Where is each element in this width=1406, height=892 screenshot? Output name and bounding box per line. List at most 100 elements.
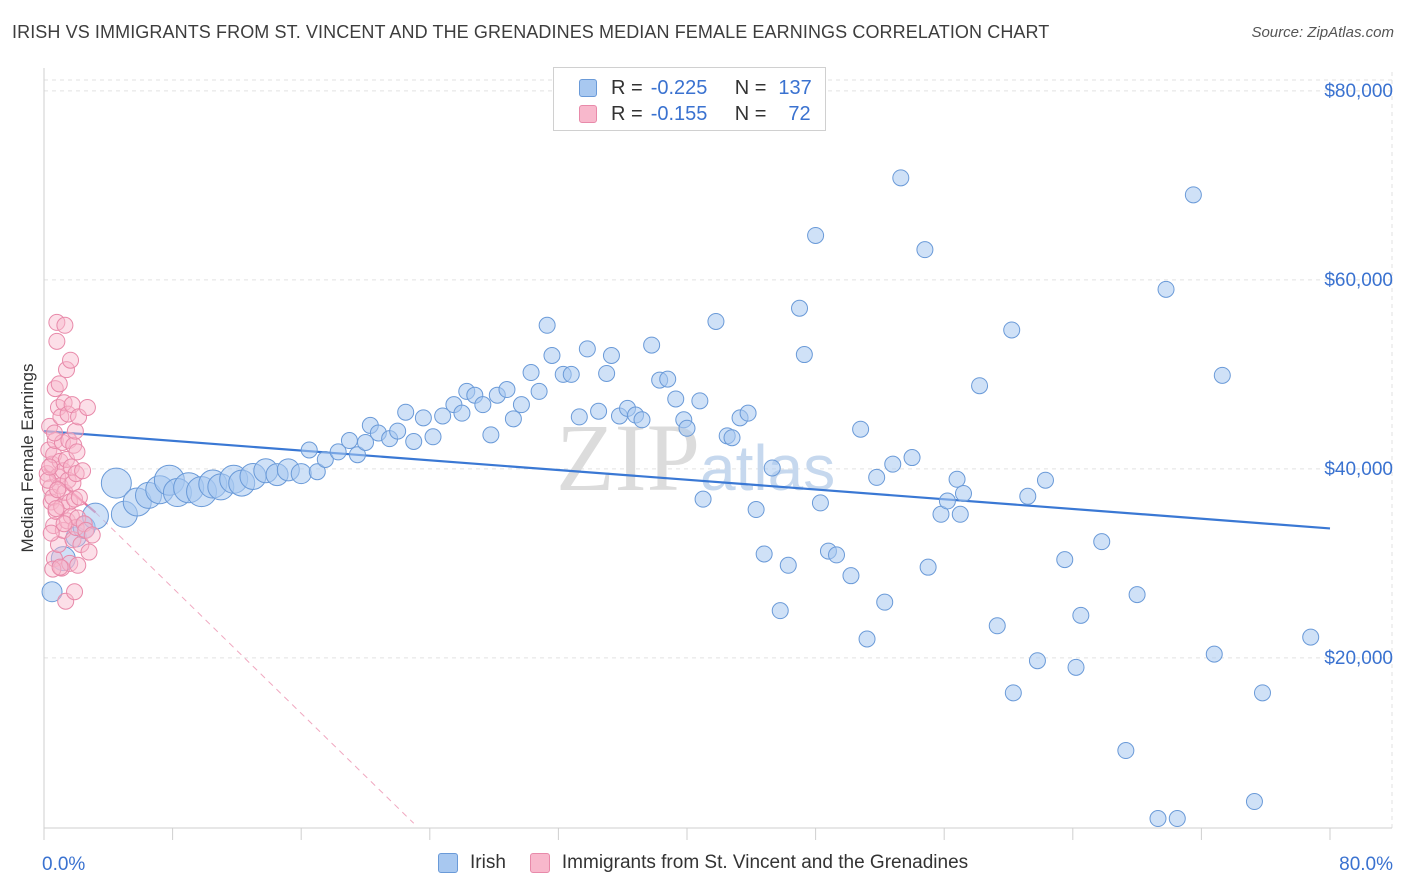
data-point-irish xyxy=(747,501,765,519)
data-point-st-vincent xyxy=(58,361,76,379)
data-point-st-vincent xyxy=(80,543,98,561)
data-point-irish xyxy=(884,455,902,473)
data-point-st-vincent xyxy=(51,452,69,470)
data-point-irish xyxy=(100,467,132,499)
series-irish xyxy=(41,169,1320,828)
data-point-irish xyxy=(578,340,596,358)
data-point-irish xyxy=(602,347,620,364)
data-point-irish xyxy=(1205,645,1223,663)
data-point-irish xyxy=(498,381,516,399)
y-axis-label: Median Female Earnings xyxy=(18,364,37,553)
data-point-st-vincent xyxy=(61,493,79,511)
data-point-irish xyxy=(892,169,910,187)
data-point-st-vincent xyxy=(66,422,84,440)
data-point-st-vincent xyxy=(56,316,74,334)
data-point-irish xyxy=(590,402,608,420)
data-point-irish xyxy=(678,419,696,437)
data-point-st-vincent xyxy=(59,405,77,423)
data-point-irish xyxy=(316,450,334,468)
legend-swatch-st-vincent xyxy=(579,105,597,123)
data-point-irish xyxy=(795,346,813,364)
data-point-irish xyxy=(389,422,407,440)
data-point-irish xyxy=(1117,742,1135,760)
legend-r-label: R = xyxy=(611,76,643,99)
data-point-st-vincent xyxy=(66,583,84,601)
data-point-irish xyxy=(1184,186,1202,204)
data-point-irish xyxy=(791,299,809,317)
legend-n-value: 72 xyxy=(788,102,811,125)
data-point-irish xyxy=(1056,551,1074,569)
data-point-st-vincent xyxy=(48,332,66,350)
data-point-irish xyxy=(424,428,442,446)
data-point-irish xyxy=(504,410,522,428)
data-point-irish xyxy=(598,364,616,382)
data-point-st-vincent xyxy=(50,375,68,393)
x-tick-label: 0.0% xyxy=(42,854,85,875)
data-point-irish xyxy=(308,463,326,481)
data-point-irish xyxy=(1168,810,1186,828)
data-point-st-vincent xyxy=(41,458,59,476)
data-point-irish xyxy=(827,546,845,564)
data-point-irish xyxy=(811,494,829,512)
legend-label-irish: Irish xyxy=(470,852,506,873)
data-point-st-vincent xyxy=(49,481,67,499)
y-tick-label: $60,000 xyxy=(1324,270,1393,291)
data-point-st-vincent xyxy=(69,556,87,574)
trend-line-irish xyxy=(43,430,1331,530)
data-point-st-vincent xyxy=(57,592,75,610)
data-point-irish xyxy=(538,316,556,334)
data-point-irish xyxy=(348,446,366,464)
x-tick-label: 80.0% xyxy=(1339,854,1393,875)
data-point-irish xyxy=(739,404,757,422)
data-point-irish xyxy=(903,449,921,467)
data-point-irish xyxy=(405,432,423,450)
legend-r-value: -0.155 xyxy=(650,102,708,125)
data-point-st-vincent xyxy=(44,560,62,578)
data-point-irish xyxy=(948,470,966,488)
data-point-irish xyxy=(1253,684,1271,702)
data-point-irish xyxy=(397,403,415,421)
data-point-irish xyxy=(707,312,725,330)
y-tick-label: $80,000 xyxy=(1324,81,1393,102)
data-point-irish xyxy=(876,593,894,611)
data-point-irish xyxy=(1072,606,1090,624)
data-point-irish xyxy=(570,408,588,426)
data-point-st-vincent xyxy=(74,462,92,480)
data-point-irish xyxy=(852,420,870,438)
data-point-irish xyxy=(988,617,1006,635)
data-point-irish xyxy=(1019,487,1037,505)
data-point-irish xyxy=(1036,471,1054,489)
legend-r-label: R = xyxy=(611,102,643,125)
data-point-irish xyxy=(633,411,651,429)
data-point-irish xyxy=(659,370,677,388)
data-point-irish xyxy=(1149,810,1167,828)
data-point-irish xyxy=(755,545,773,563)
data-point-irish xyxy=(868,468,886,486)
data-point-st-vincent xyxy=(78,398,96,416)
data-point-irish xyxy=(1003,321,1021,339)
data-point-irish xyxy=(919,558,937,576)
data-point-irish xyxy=(691,392,709,410)
chart-title: IRISH VS IMMIGRANTS FROM ST. VINCENT AND… xyxy=(12,22,1050,42)
data-point-st-vincent xyxy=(38,465,56,483)
legend-n-label: N = xyxy=(734,102,767,125)
data-point-irish xyxy=(1067,658,1085,676)
series-legend: Irish Immigrants from St. Vincent and th… xyxy=(438,852,992,874)
data-point-irish xyxy=(530,382,548,400)
legend-swatch-irish xyxy=(579,79,597,97)
y-tick-label: $40,000 xyxy=(1324,459,1393,480)
data-point-irish xyxy=(562,365,580,383)
data-point-st-vincent xyxy=(55,515,73,533)
data-point-st-vincent xyxy=(70,408,88,426)
data-point-irish xyxy=(290,463,312,485)
trend-line-st-vincent-extrapolated xyxy=(95,512,415,824)
data-point-st-vincent xyxy=(45,424,63,442)
data-point-irish xyxy=(434,407,452,425)
legend-row-irish: R = -0.225 N = 137 xyxy=(579,74,812,102)
legend-r-value: -0.225 xyxy=(650,76,708,99)
data-point-irish xyxy=(667,390,685,408)
data-point-st-vincent xyxy=(62,351,80,369)
data-point-irish xyxy=(1302,628,1320,646)
data-point-irish xyxy=(971,377,989,395)
